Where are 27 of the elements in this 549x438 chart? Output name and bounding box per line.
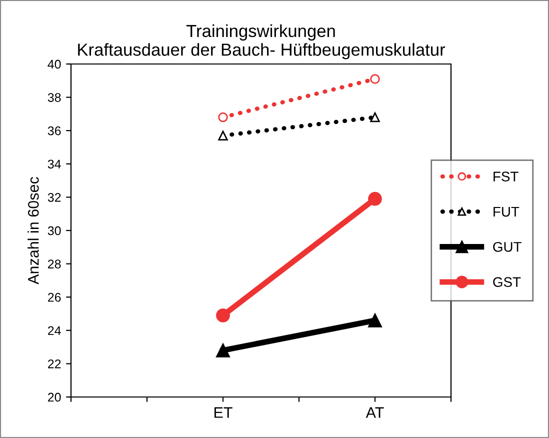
legend-label: FUT [494, 206, 520, 217]
y-tick-label: 28 [48, 260, 61, 268]
point [218, 112, 228, 122]
y-tick-label: 40 [48, 60, 61, 69]
point [368, 192, 382, 206]
point [368, 313, 382, 328]
y-tick-label: 30 [48, 226, 61, 236]
legend-label: FST [494, 172, 518, 182]
point [370, 74, 380, 84]
legend-label: GST [493, 277, 521, 287]
y-tick-label: 26 [48, 292, 61, 302]
x-tick-label: AT [366, 407, 384, 418]
point [370, 112, 380, 122]
y-tick-label: 20 [48, 392, 61, 402]
y-tick-label: 24 [48, 326, 61, 335]
point [216, 343, 230, 358]
chart-title: Trainingswirkungen Kraftausdauer der Bauch- Hüftbeugemuskulatur [78, 24, 446, 60]
y-tick-label: 36 [48, 126, 61, 136]
y-axis-title: Anzahl in 60sec [28, 176, 39, 284]
point [216, 308, 230, 322]
y-tick-label: 22 [48, 360, 61, 368]
y-tick-label: 38 [48, 93, 61, 102]
y-tick-label: 32 [48, 193, 61, 202]
legend-label: GUT [493, 242, 522, 252]
y-tick-label: 34 [48, 160, 61, 169]
point [218, 130, 228, 140]
x-tick-label: ET [214, 407, 232, 418]
